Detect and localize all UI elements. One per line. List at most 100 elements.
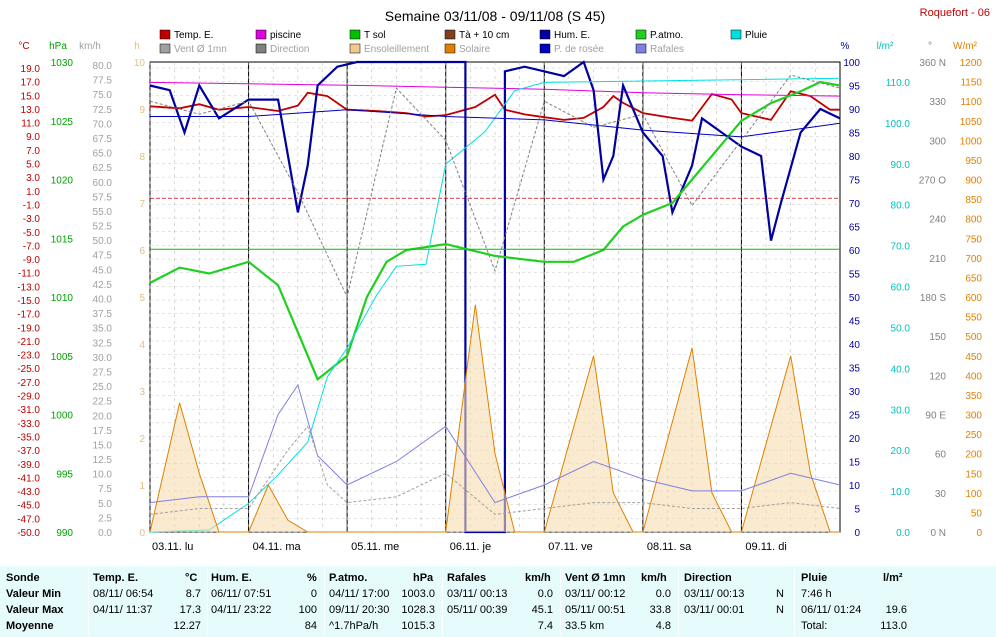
- tick-hum: 5: [854, 505, 860, 516]
- tick-hum: 80: [849, 152, 861, 163]
- tick-dir: 360 N: [919, 58, 946, 69]
- temp-min-time: 08/11/ 06:54: [93, 588, 154, 600]
- legend-swatch: [444, 43, 456, 54]
- tick-dir: 120: [929, 371, 946, 382]
- tick-temp: -11.0: [18, 269, 40, 280]
- wind-min-value: 0.0: [655, 588, 671, 600]
- tick-temp: 13.0: [21, 105, 41, 116]
- gust-header: Rafales: [447, 572, 487, 584]
- station-name: Roquefort - 06: [920, 7, 990, 19]
- legend-swatch: [349, 43, 361, 54]
- tick-wind: 65.0: [93, 149, 113, 160]
- wind-header: Vent Ø 1mn: [565, 572, 626, 584]
- tick-solar: 950: [965, 156, 982, 167]
- gust-max-value: 45.1: [531, 604, 553, 616]
- hum-min-time: 06/11/ 07:51: [211, 588, 272, 600]
- tick-sun: 2: [139, 434, 145, 445]
- table-wind-column: Vent Ø 1mn km/h 03/11/ 00:12 0.0 05/11/ …: [565, 566, 675, 637]
- tick-sun: 0: [139, 528, 145, 539]
- tick-temp: 19.0: [21, 64, 41, 75]
- legend-swatch: [159, 29, 171, 40]
- series-solaire: [149, 304, 840, 533]
- temp-min-value: 8.7: [185, 588, 201, 600]
- tick-hum: 45: [849, 317, 861, 328]
- tick-hum: 85: [849, 129, 861, 140]
- tick-press: 1030: [51, 58, 74, 69]
- series-rafales: [149, 383, 841, 504]
- wind-max-value: 33.8: [649, 604, 671, 616]
- tick-temp: 5.0: [26, 160, 40, 171]
- tick-sun: 10: [134, 58, 146, 69]
- tick-dir: 180 S: [920, 293, 946, 304]
- legend-label: Direction: [270, 44, 309, 55]
- dir-max-time: 03/11/ 00:01: [684, 604, 745, 616]
- tick-solar: 550: [965, 313, 982, 324]
- tick-temp: -13.0: [17, 282, 40, 293]
- tick-temp: -33.0: [17, 419, 40, 430]
- table-gust-column: Rafales km/h 03/11/ 00:13 0.0 05/11/ 00:…: [447, 566, 557, 637]
- tick-hum: 20: [849, 434, 861, 445]
- tick-solar: 900: [965, 176, 982, 187]
- legend-swatch: [349, 29, 361, 40]
- tick-sun: 8: [139, 152, 145, 163]
- press-unit: hPa: [413, 572, 434, 584]
- temp-max-time: 04/11/ 11:37: [93, 604, 153, 616]
- hum-avg-value: 84: [304, 620, 317, 632]
- tick-dir: 240: [929, 215, 946, 226]
- row-label-max: Valeur Max: [6, 604, 64, 616]
- temp-avg-value: 12.27: [173, 620, 201, 632]
- tick-dir: 210: [929, 254, 946, 265]
- tick-sun: 9: [139, 105, 145, 116]
- press-min-value: 1003.0: [401, 588, 435, 600]
- legend-swatch: [635, 43, 647, 54]
- dir-max-value: N: [776, 604, 784, 616]
- axes: 19.017.015.013.011.09.07.05.03.01.0-1.0-…: [17, 58, 982, 539]
- tick-solar: 300: [965, 411, 982, 422]
- legend-label: Vent Ø 1mn: [174, 44, 227, 55]
- tick-wind: 22.5: [93, 397, 113, 408]
- tick-temp: -19.0: [17, 323, 40, 334]
- tick-press: 1020: [51, 176, 74, 187]
- hum-max-time: 04/11/ 23:22: [211, 604, 272, 616]
- rain-total-value: 113.0: [880, 620, 907, 632]
- tick-dir: 150: [929, 332, 946, 343]
- tick-temp: 3.0: [26, 173, 40, 184]
- tick-solar: 200: [965, 450, 982, 461]
- tick-hum: 95: [849, 82, 861, 93]
- wind-max-time: 05/11/ 00:51: [565, 604, 626, 616]
- hum-max-value: 100: [298, 604, 317, 616]
- tick-hum: 75: [849, 176, 861, 187]
- tick-solar: 500: [965, 332, 982, 343]
- tick-dir: 270 O: [919, 176, 946, 187]
- tick-press: 1015: [51, 234, 74, 245]
- tick-temp: -45.0: [17, 501, 40, 512]
- tick-dir: 300: [929, 136, 946, 147]
- legend-label: Tà + 10 cm: [459, 30, 509, 41]
- tick-hum: 70: [849, 199, 861, 210]
- dir-header: Direction: [684, 572, 732, 584]
- tick-dir: 0 N: [930, 528, 946, 539]
- tick-temp: -17.0: [17, 310, 40, 321]
- series-solar-fill: [150, 304, 840, 532]
- tick-sun: 7: [139, 199, 145, 210]
- tick-temp: -43.0: [17, 487, 40, 498]
- tick-wind: 67.5: [93, 134, 113, 145]
- tick-wind: 5.0: [98, 499, 112, 510]
- tick-wind: 7.5: [98, 484, 112, 495]
- tick-wind: 35.0: [93, 324, 113, 335]
- table-sonde-column: Sonde Valeur Min Valeur Max Moyenne: [6, 566, 86, 637]
- tick-temp: -21.0: [17, 337, 40, 348]
- day-label: 09.11. di: [745, 541, 786, 553]
- tick-temp: 9.0: [26, 132, 40, 143]
- tick-sun: 6: [139, 246, 145, 257]
- legend-label: Rafales: [650, 44, 684, 55]
- temp-unit: °C: [185, 572, 198, 584]
- tick-press: 1010: [51, 293, 74, 304]
- tick-hum: 65: [849, 223, 861, 234]
- tick-wind: 77.5: [93, 76, 113, 87]
- tick-hum: 35: [849, 364, 861, 375]
- tick-temp: -27.0: [17, 378, 40, 389]
- tick-temp: -31.0: [17, 405, 40, 416]
- unit-rain: l/m²: [877, 41, 894, 52]
- legend-label: P.atmo.: [650, 30, 683, 41]
